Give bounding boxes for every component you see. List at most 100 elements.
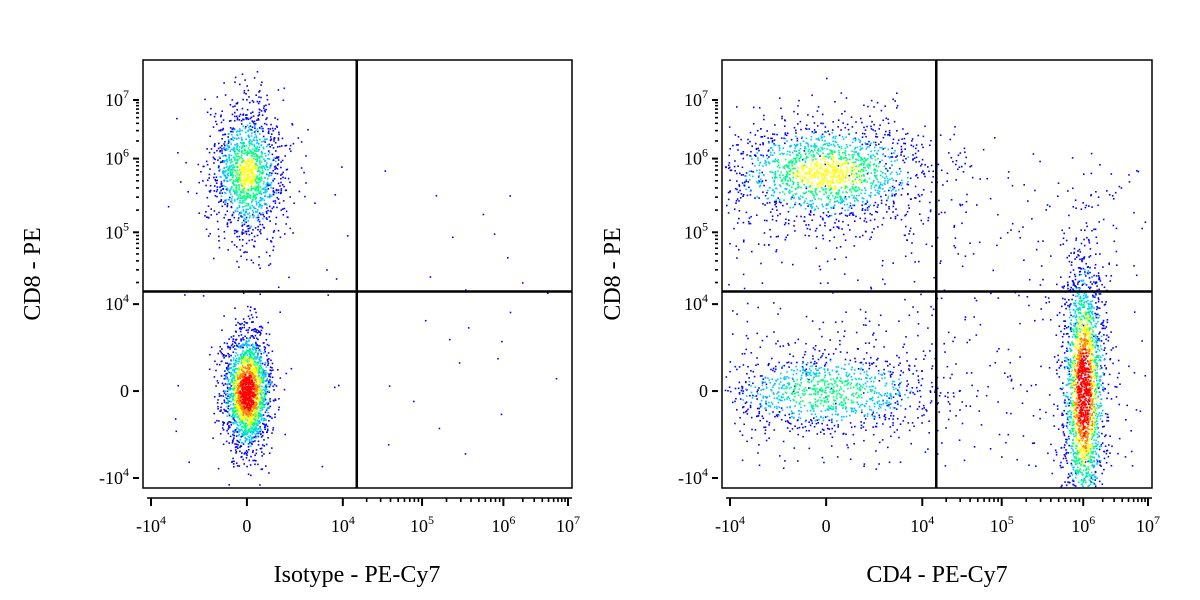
event-dot	[248, 317, 251, 320]
event-dot	[238, 239, 241, 241]
event-dot	[272, 147, 275, 149]
event-dot	[238, 382, 240, 385]
event-dot	[1085, 204, 1088, 207]
event-dot	[241, 388, 243, 390]
event-dot	[747, 138, 749, 141]
event-dot	[245, 168, 247, 170]
event-dot	[232, 174, 235, 177]
event-dot	[236, 191, 239, 193]
event-dot	[258, 360, 261, 362]
event-dot	[243, 152, 245, 155]
event-dot	[241, 216, 244, 218]
event-dot	[239, 129, 241, 132]
event-dot	[238, 433, 240, 436]
event-dot	[227, 428, 230, 430]
event-dot	[251, 381, 254, 384]
event-dot	[242, 384, 244, 386]
event-dot	[274, 413, 276, 416]
event-dot	[252, 406, 255, 409]
event-dot	[238, 175, 241, 178]
event-dot	[950, 199, 953, 201]
event-dot	[229, 127, 232, 129]
event-dot	[273, 389, 275, 391]
event-dot	[238, 421, 241, 424]
event-dot	[254, 133, 257, 136]
event-dot	[286, 168, 289, 171]
event-dot	[255, 361, 257, 364]
event-dot	[865, 324, 867, 326]
event-dot	[241, 326, 243, 329]
event-dot	[246, 394, 249, 397]
event-dot	[261, 114, 264, 116]
event-dot	[259, 138, 261, 141]
event-dot	[930, 164, 933, 167]
event-dot	[218, 142, 220, 145]
event-dot	[257, 363, 259, 366]
event-dot	[775, 235, 778, 238]
event-dot	[246, 154, 248, 156]
event-dot	[231, 174, 234, 176]
event-dot	[915, 156, 918, 159]
event-dot	[738, 366, 741, 368]
event-dot	[965, 211, 967, 213]
event-dot	[250, 380, 253, 383]
event-dot	[243, 182, 246, 185]
event-dot	[241, 157, 244, 160]
event-dot	[251, 403, 253, 406]
event-dot	[238, 177, 241, 180]
event-dot	[226, 378, 229, 380]
event-dot	[1077, 250, 1079, 252]
event-dot	[962, 171, 965, 173]
event-dot	[219, 192, 221, 195]
event-dot	[952, 160, 954, 163]
event-dot	[237, 384, 239, 386]
event-dot	[247, 315, 250, 318]
event-dot	[922, 146, 924, 149]
event-dot	[958, 390, 961, 392]
event-dot	[842, 433, 844, 435]
event-dot	[226, 210, 229, 212]
event-dot	[280, 189, 283, 192]
event-dot	[276, 126, 278, 128]
event-dot	[204, 215, 206, 217]
event-dot	[214, 195, 217, 197]
event-dot	[258, 398, 260, 400]
event-dot	[732, 333, 734, 335]
event-dot	[270, 240, 272, 242]
event-dot	[885, 117, 888, 120]
event-dot	[222, 390, 225, 392]
event-dot	[750, 352, 753, 354]
event-dot	[188, 461, 190, 464]
event-dot	[255, 216, 258, 219]
event-dot	[258, 171, 261, 173]
event-dot	[235, 188, 237, 190]
event-dot	[1114, 191, 1117, 194]
event-dot	[231, 380, 233, 382]
event-dot	[1051, 472, 1054, 475]
event-dot	[273, 157, 275, 159]
event-dot	[912, 306, 914, 308]
event-dot	[253, 423, 255, 426]
event-dot	[216, 363, 218, 366]
event-dot	[213, 412, 215, 415]
event-dot	[233, 183, 235, 186]
event-dot	[248, 439, 251, 441]
event-dot	[251, 161, 254, 163]
event-dot	[785, 218, 787, 221]
event-dot	[268, 216, 271, 218]
event-dot	[228, 425, 230, 427]
event-dot	[258, 349, 261, 351]
event-dot	[729, 370, 731, 373]
event-dot	[274, 200, 277, 202]
event-dot	[263, 199, 266, 201]
event-dot	[254, 394, 257, 396]
event-dot	[893, 407, 896, 409]
event-dot	[207, 235, 210, 237]
event-dot	[255, 452, 258, 455]
event-dot	[257, 219, 259, 222]
event-dot	[232, 397, 234, 400]
event-dot	[963, 459, 966, 462]
event-dot	[269, 172, 271, 174]
event-dot	[221, 427, 224, 429]
event-dot	[873, 123, 875, 126]
